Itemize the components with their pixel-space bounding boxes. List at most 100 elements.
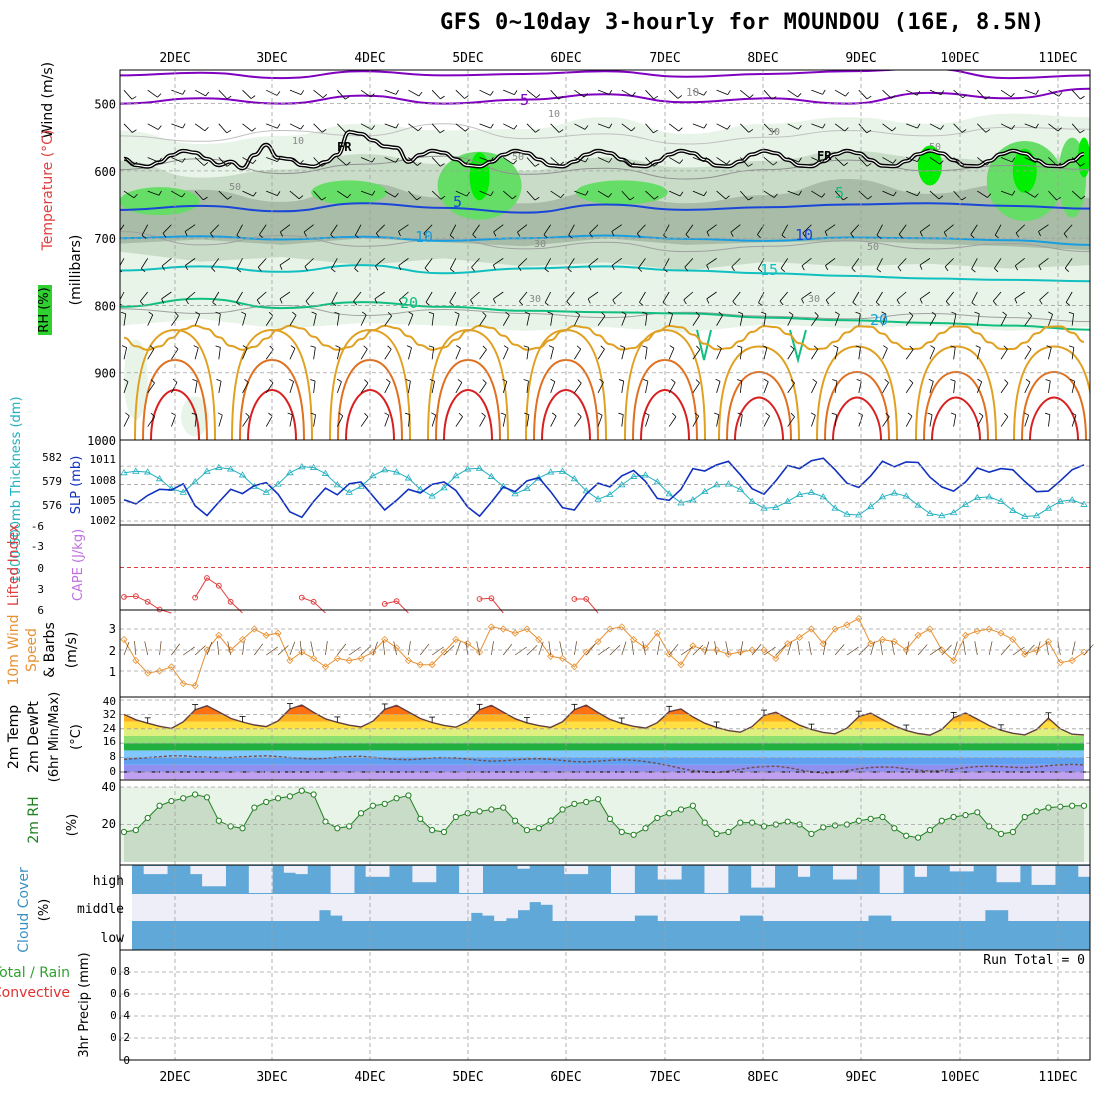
wind-barb: [123, 89, 133, 100]
temp2m-axis-label: 2m Temp: [6, 705, 22, 769]
wind-barb: [384, 382, 391, 394]
wind-barb: [692, 123, 705, 129]
wind-barb: [425, 291, 433, 303]
rh-point: [203, 794, 211, 801]
wind-barb-flag: [204, 126, 209, 132]
wind-barb-flag: [987, 193, 992, 198]
wind-speed-point: [961, 631, 970, 639]
temp-unit-label: (°C): [69, 724, 84, 750]
wind-barb-flag: [375, 233, 380, 238]
wind-barb-flag: [876, 235, 882, 239]
wind-barb: [120, 291, 125, 301]
wind-barb: [1024, 415, 1029, 427]
rh-contour-label: 30: [529, 294, 541, 305]
wind-barb-flag: [821, 158, 826, 163]
wind-barb-flag: [523, 345, 529, 348]
date-label-top: 10DEC: [940, 51, 979, 66]
wind-barb-flag: [203, 162, 209, 166]
rh-point: [594, 796, 602, 803]
wind-barb: [834, 157, 845, 166]
lifted-index-line: [301, 597, 326, 614]
wind-barb: [479, 315, 487, 326]
wind-barb-flag: [371, 125, 376, 130]
wind-barb: [906, 89, 918, 96]
thickness-point: [724, 480, 733, 487]
wind-speed-point: [547, 652, 555, 660]
thickness-point: [1021, 512, 1029, 519]
wind-barb-flag: [524, 412, 530, 416]
wind-barb-flag: [1027, 312, 1032, 317]
thickness-tick: 579: [42, 475, 62, 488]
wind-barb-10m: [597, 646, 610, 656]
wind-barb: [479, 382, 487, 394]
cloud-gap-high: [564, 866, 577, 875]
wind-barb-flag: [790, 412, 795, 417]
wind-barb: [502, 414, 506, 427]
rh-point: [357, 810, 365, 817]
thickness-point: [1056, 497, 1065, 504]
wind-barb-10m: [880, 641, 883, 656]
wind-barb-flag: [909, 311, 914, 316]
cloud-gap-high: [260, 866, 273, 893]
wind-barb-flag: [310, 345, 316, 348]
date-label-bottom: 4DEC: [354, 1070, 385, 1085]
wind-barb: [493, 224, 504, 233]
cloud-gap-high: [879, 866, 892, 893]
precip-tick: 0.8: [110, 965, 130, 978]
wind-barb: [384, 348, 392, 360]
wind-barb-10m: [183, 646, 195, 656]
wind-barb: [811, 415, 816, 427]
wind-barb-flag: [884, 379, 889, 383]
wind-barb: [876, 224, 883, 236]
rh-point: [926, 827, 934, 834]
cloud-gap-high: [716, 866, 729, 893]
wind-barb: [811, 381, 818, 394]
wind-barb: [502, 315, 510, 326]
wind-barb-flag: [944, 266, 949, 272]
wind-barb: [716, 315, 723, 326]
wind-barb: [147, 123, 159, 130]
wind-barb: [147, 382, 155, 394]
wind-barb: [336, 415, 344, 427]
wind-barb: [992, 291, 1002, 302]
rh-point: [701, 819, 708, 826]
wind-barb-flag: [429, 378, 435, 382]
cloud-gap-high: [459, 866, 472, 893]
wind-barb-flag: [928, 378, 934, 382]
wind-barb-flag: [631, 127, 636, 132]
wind-barb: [265, 382, 274, 394]
wind-barb-flag: [431, 412, 436, 416]
wind-barb-flag: [252, 159, 257, 164]
wind-barb-flag: [1058, 92, 1063, 97]
wind-barb-flag: [1002, 311, 1007, 316]
wind-barb: [470, 291, 480, 301]
wind-barb: [739, 380, 743, 393]
wind-barb: [471, 258, 480, 268]
cloud-gap-middle: [891, 894, 904, 921]
wind-barb-flag: [1004, 412, 1009, 417]
wind10m-axis-label: 10m Wind: [6, 614, 22, 685]
wind-barb-flag: [161, 298, 165, 304]
thickness-point: [179, 488, 187, 495]
wind-barb-flag: [891, 95, 896, 99]
wind-barb: [123, 313, 127, 326]
wind-barb: [493, 291, 504, 300]
wind-barb: [360, 348, 368, 360]
wind-speed-point: [902, 646, 910, 654]
wind-barb: [431, 347, 435, 360]
wind-barb: [147, 89, 158, 98]
rh-line: [123, 790, 1084, 839]
rh-point: [192, 791, 199, 798]
wind-barb: [242, 416, 250, 427]
thickness-point: [582, 487, 590, 494]
wind-barb: [919, 258, 931, 266]
wind-barb: [336, 347, 341, 360]
wind-barb: [123, 347, 128, 360]
wind-barb: [668, 89, 679, 99]
wind-barb-flag: [798, 157, 802, 163]
wind-speed-point: [321, 663, 330, 671]
wind-barb: [550, 381, 556, 394]
wind-contour-5: [120, 70, 1090, 80]
cloud-gap-high: [470, 866, 483, 893]
wind-barb-flag: [1004, 379, 1009, 384]
